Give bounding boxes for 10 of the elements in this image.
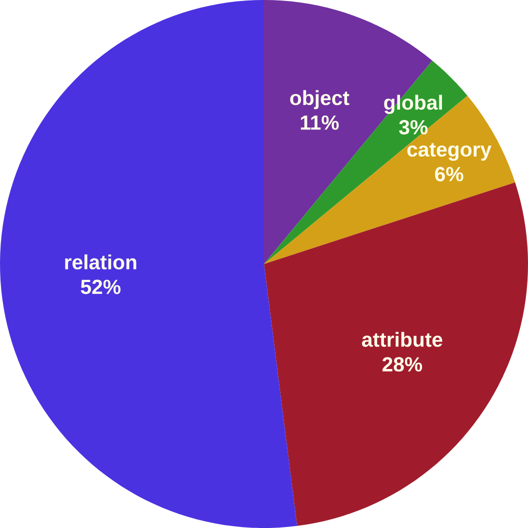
slice-label: category [407,143,492,161]
data-label: 6% [435,166,464,182]
data-label: 11% [300,115,339,130]
slice-label: object [290,90,350,110]
data-label: 52% [80,280,121,294]
data-label: 28% [382,357,422,372]
slice-label: relation [65,254,136,270]
slice-label: global [384,94,442,114]
data-label: 3% [399,120,428,135]
slice-label: attribute [362,332,442,347]
